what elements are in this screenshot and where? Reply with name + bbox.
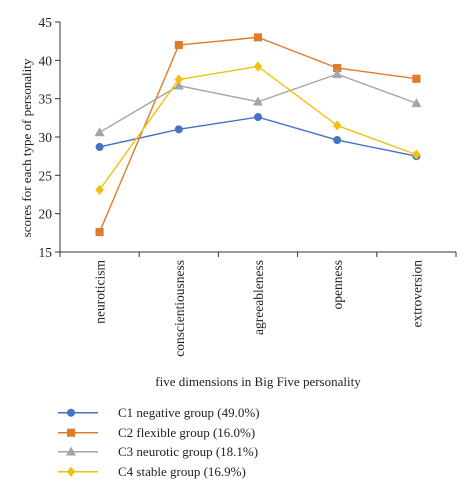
data-point xyxy=(174,74,184,85)
data-point xyxy=(411,97,422,108)
legend-swatch xyxy=(58,446,98,456)
legend-item: C3 neurotic group (18.1%) xyxy=(56,442,416,462)
data-point xyxy=(95,184,104,196)
y-tick-label: 20 xyxy=(39,207,53,222)
data-point xyxy=(173,80,184,90)
legend-item: C2 flexible group (16.0%) xyxy=(56,423,416,443)
legend-swatch xyxy=(58,408,98,417)
data-point xyxy=(252,96,264,106)
data-point xyxy=(253,33,263,42)
series-1 xyxy=(95,113,421,161)
x-axis-label: five dimensions in Big Five personality xyxy=(155,374,361,389)
data-point xyxy=(332,68,343,78)
data-point xyxy=(94,127,105,137)
y-tick-label: 45 xyxy=(39,15,53,30)
y-tick-label: 30 xyxy=(39,130,53,145)
series-4 xyxy=(95,61,421,196)
legend-label: C2 flexible group (16.0%) xyxy=(118,424,256,440)
x-tick-label: openness xyxy=(330,260,345,310)
legend-item: C1 negative group (49.0%) xyxy=(56,403,416,423)
data-point xyxy=(412,149,421,160)
legend-item: C4 stable group (16.9%) xyxy=(56,462,416,482)
series-3 xyxy=(94,68,422,137)
data-point xyxy=(332,120,342,131)
axes: 15 20 25 30 35 40 45 neuroticism conscientiousn… xyxy=(39,15,457,357)
y-axis-label: scores for each type of personality xyxy=(19,58,34,237)
series-2 xyxy=(95,33,421,237)
legend-swatch xyxy=(58,428,98,437)
y-tick-label: 15 xyxy=(39,245,53,260)
legend-marker xyxy=(66,466,76,477)
y-ticks: 15 20 25 30 35 40 45 xyxy=(39,15,60,260)
data-point xyxy=(253,61,263,72)
legend-label: C1 negative group (49.0%) xyxy=(118,405,260,420)
data-point xyxy=(333,136,342,145)
y-tick-label: 40 xyxy=(39,53,53,68)
x-tick-label: agreeableness xyxy=(251,260,266,335)
series-layer xyxy=(94,33,422,237)
data-point xyxy=(253,113,263,122)
legend-marker xyxy=(65,446,77,456)
data-point xyxy=(95,142,104,152)
data-point xyxy=(95,228,104,237)
legend-label: C4 stable group (16.9%) xyxy=(118,463,246,479)
legend-marker xyxy=(66,408,76,417)
x-tick-label: neuroticism xyxy=(93,260,108,324)
legend-marker xyxy=(66,428,76,437)
y-tick-label: 25 xyxy=(39,168,53,183)
y-tick-label: 35 xyxy=(39,92,53,107)
series-line xyxy=(99,65,417,191)
legend-label: C3 neurotic group (18.1%) xyxy=(118,444,259,459)
legend: C1 negative group (49.0%) C2 flexible gro… xyxy=(56,403,416,481)
data-point xyxy=(174,125,183,134)
data-point xyxy=(412,74,421,83)
data-point xyxy=(174,40,183,50)
x-tick-label: conscientiousness xyxy=(172,260,187,357)
x-tick-label: extroversion xyxy=(409,260,424,328)
legend-swatch xyxy=(58,466,98,477)
x-ticks: neuroticism conscientiousness agreeablenes… xyxy=(59,252,457,357)
